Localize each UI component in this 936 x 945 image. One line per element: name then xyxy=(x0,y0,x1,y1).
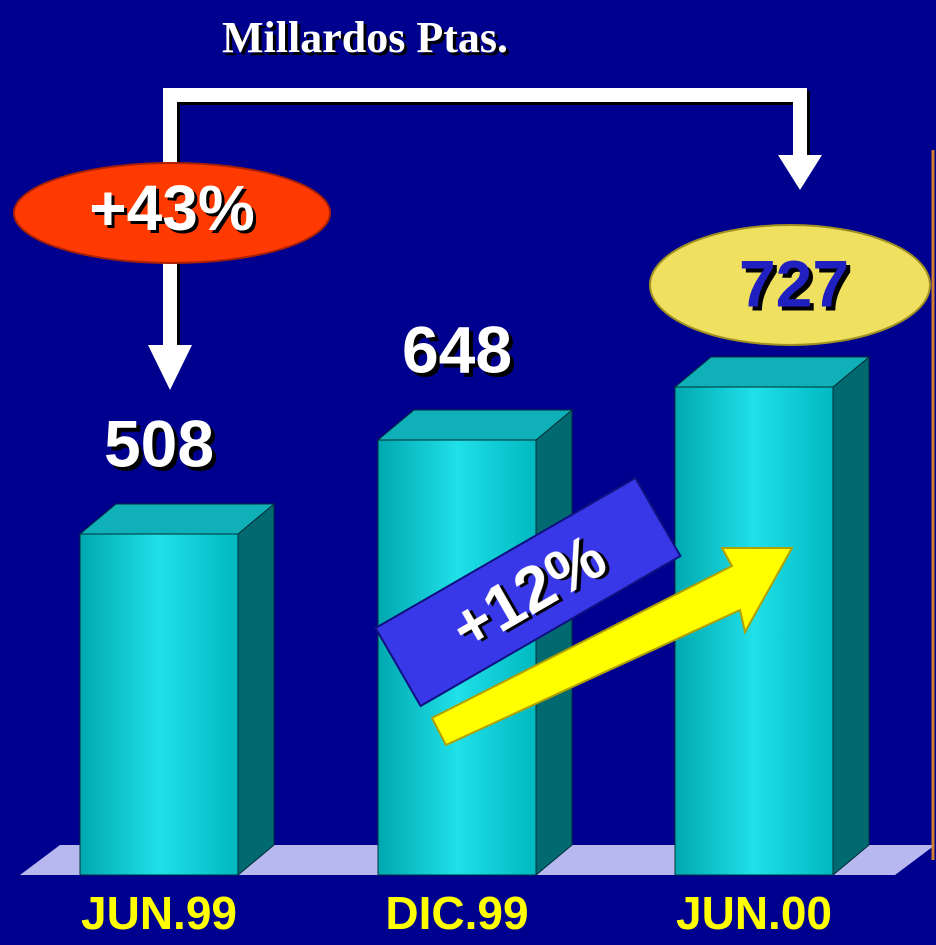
arrow-head xyxy=(148,345,192,390)
data-label: 508 xyxy=(104,406,214,480)
x-tick-label: JUN.99 xyxy=(81,887,237,939)
bar-side xyxy=(237,502,275,877)
bar-side xyxy=(832,355,870,877)
annotation: +43% xyxy=(89,172,254,244)
data-label: 648 xyxy=(402,312,512,386)
bar xyxy=(674,386,834,876)
growth-box-bg xyxy=(374,476,682,708)
arrow-head xyxy=(778,155,822,190)
badge xyxy=(649,224,931,346)
bar-side xyxy=(535,408,573,877)
growth-arrow xyxy=(430,547,794,747)
chart-title: Millardos Ptas. xyxy=(222,13,508,62)
bar xyxy=(79,533,239,876)
data-label: 727 xyxy=(739,246,849,320)
x-tick-label: JUN.00 xyxy=(676,887,832,939)
x-tick-label: DIC.99 xyxy=(385,887,528,939)
badge xyxy=(13,162,331,264)
